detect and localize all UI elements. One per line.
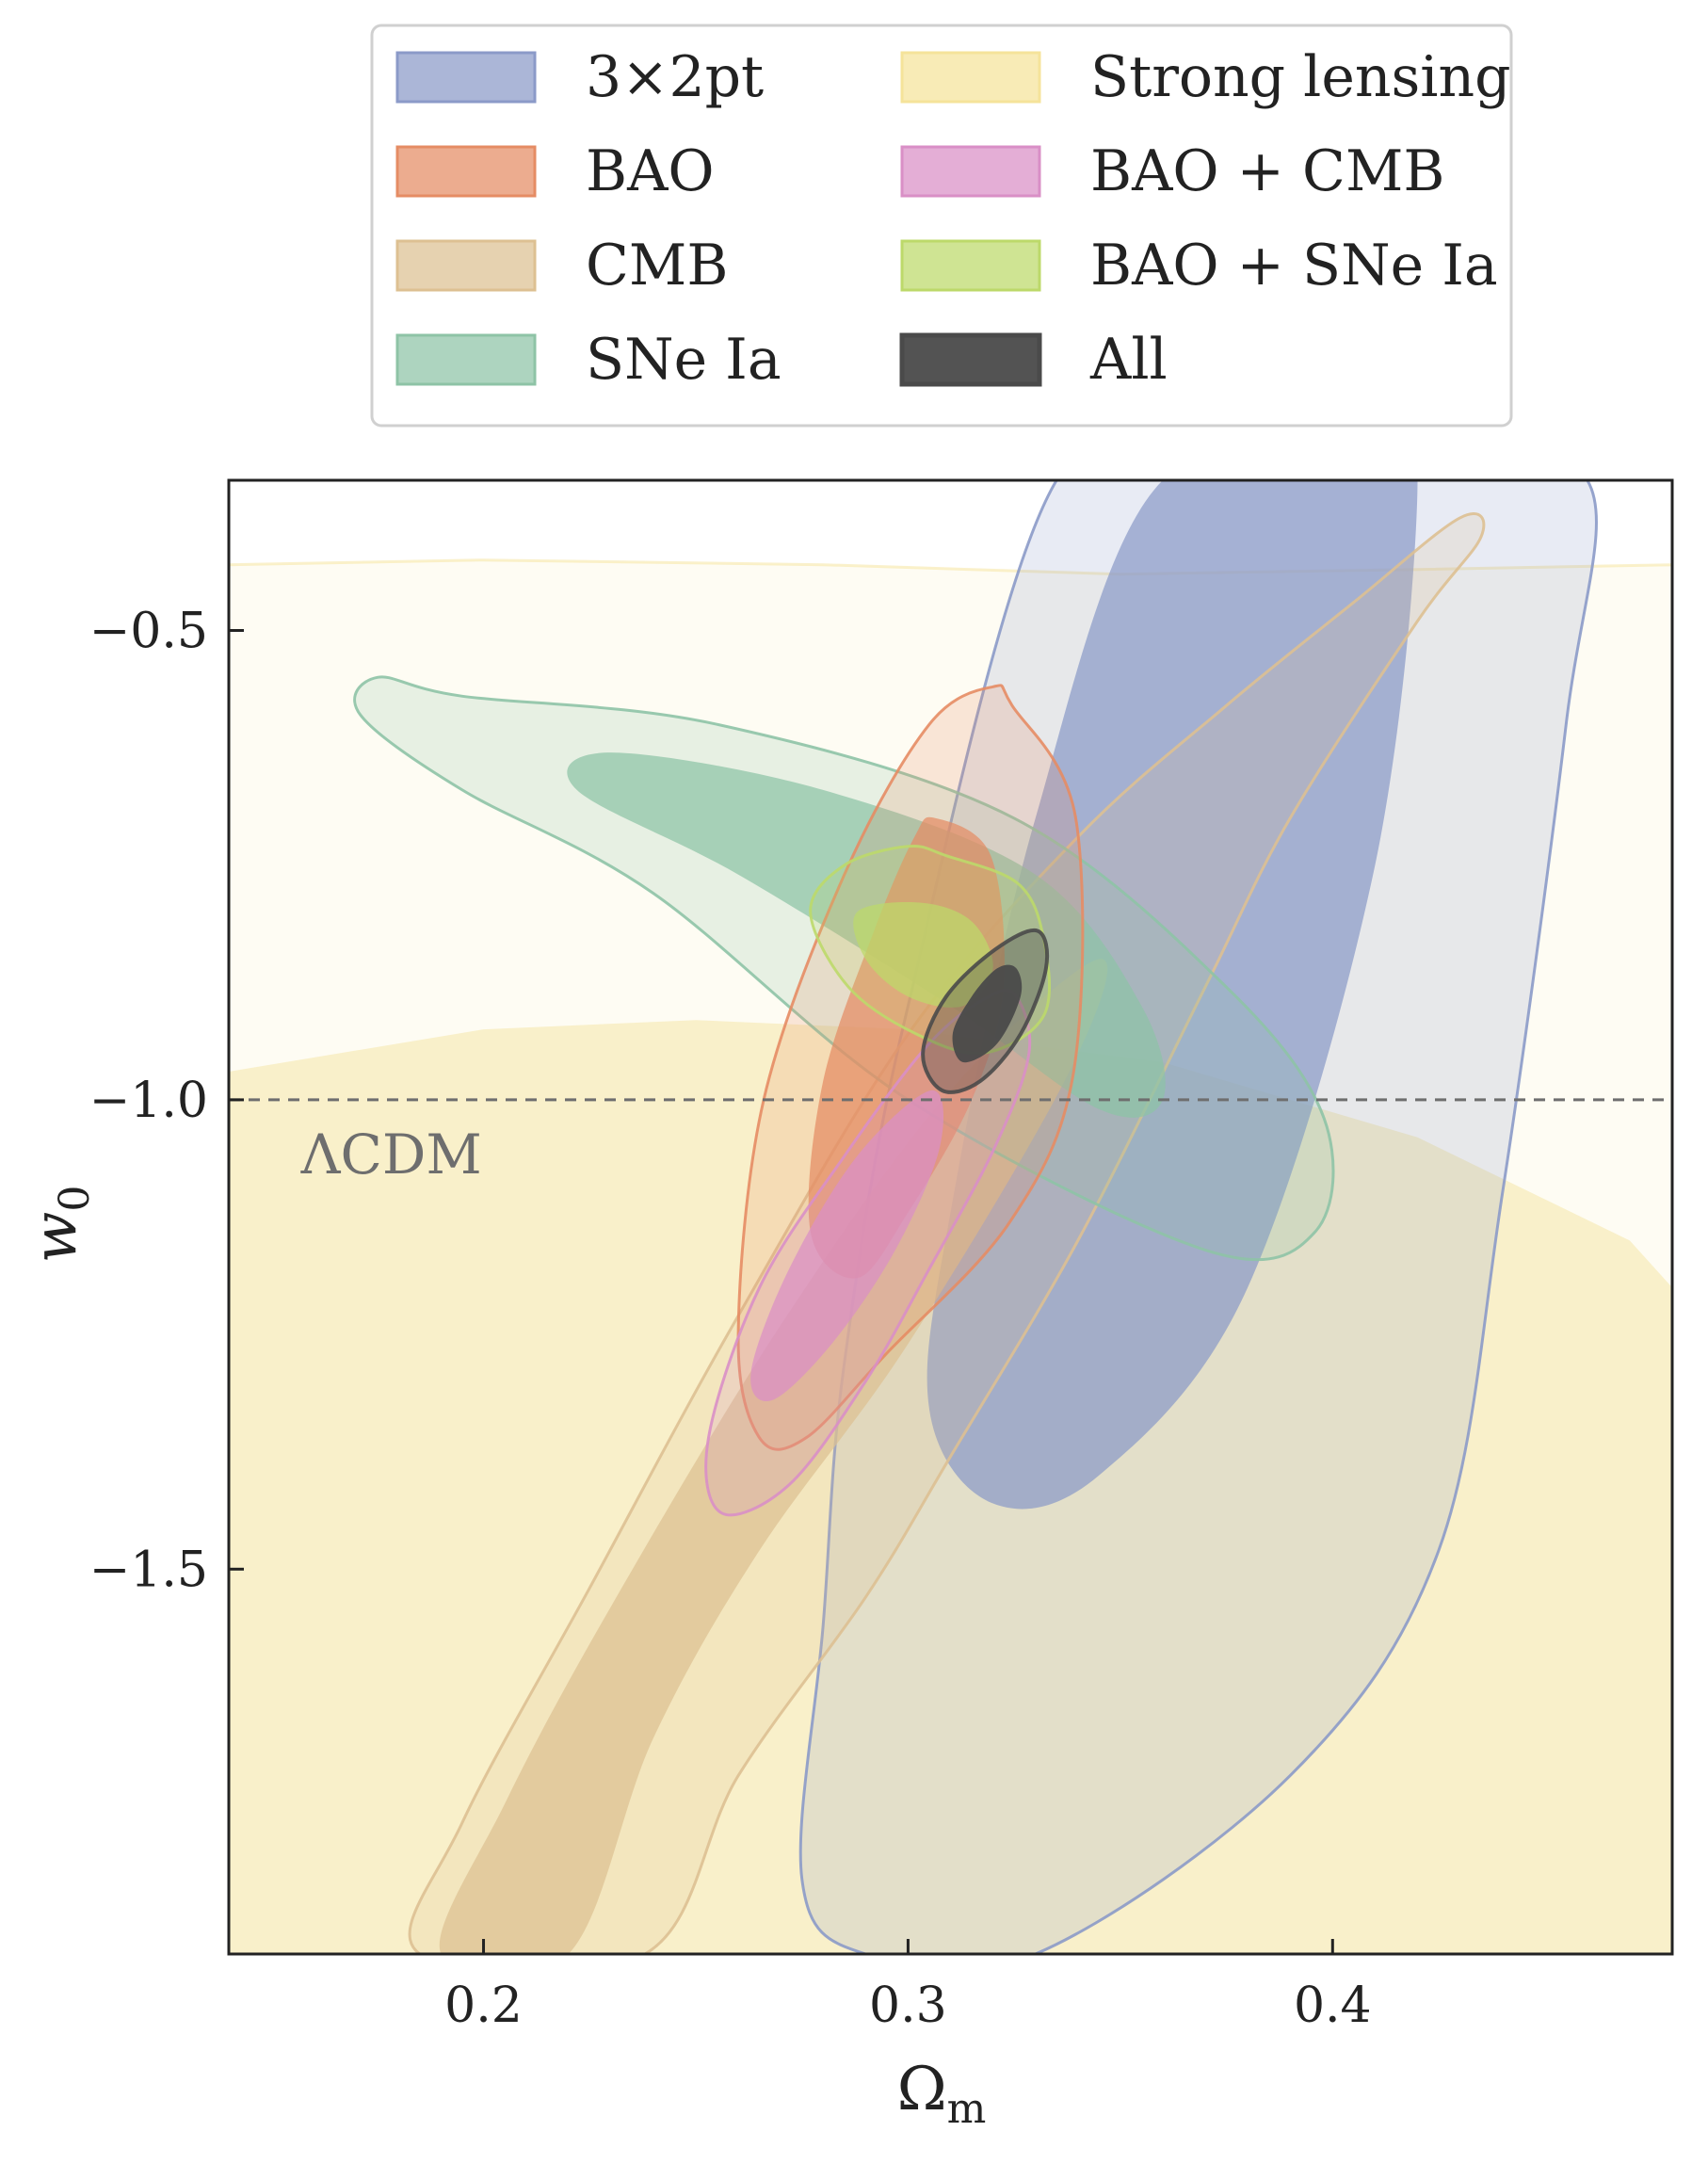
- legend-label-all: All: [1089, 327, 1168, 393]
- legend-swatch-sne-ia: [395, 333, 537, 386]
- contour-sne-ia-outer: [353, 675, 1335, 1262]
- y-tick-label: −1.0: [89, 1073, 208, 1129]
- legend-label-sne-ia: SNe Ia: [586, 327, 781, 393]
- y-axis-label: w0: [21, 1186, 99, 1264]
- contour-layer: [229, 480, 1672, 1954]
- legend-swatch-strong-lensing: [900, 51, 1041, 104]
- series-bao-plus-cmb: [704, 988, 1032, 1517]
- x-tick-label: 0.4: [1294, 1978, 1372, 2034]
- contour-all-inner: [952, 964, 1023, 1063]
- x-tick-label: 0.2: [444, 1978, 523, 2034]
- series-cmb: [408, 512, 1486, 1954]
- y-tick-label: −0.5: [89, 603, 208, 659]
- legend-box: [370, 24, 1513, 428]
- legend-swatch-3x2pt: [395, 51, 537, 104]
- legend-swatch-bao-plus-cmb: [900, 145, 1041, 198]
- x-tick-label: 0.3: [869, 1978, 947, 2034]
- legend-label-bao-plus-cmb: BAO + CMB: [1090, 138, 1444, 204]
- legend-swatch-cmb: [395, 239, 537, 292]
- lcdm-annotation: ΛCDM: [300, 1122, 482, 1187]
- series-all: [921, 928, 1050, 1094]
- legend-swatch-bao-plus-sne-ia: [900, 239, 1041, 292]
- legend: 3×2pt BAO CMB SNe Ia Strong lensing BAO + CMB…: [370, 24, 1513, 428]
- reference-line-layer: ΛCDM: [229, 1098, 1672, 1187]
- contour-bao-plus-cmb-inner: [750, 1090, 944, 1402]
- legend-swatch-all: [899, 332, 1042, 387]
- axes: 0.2 0.3 0.4 −0.5 −1.0 −1.5 Ωm w0: [21, 603, 1372, 2133]
- legend-label-bao: BAO: [586, 138, 715, 204]
- contour-3x2pt-inner: [927, 480, 1418, 1510]
- legend-label-3x2pt: 3×2pt: [586, 44, 764, 110]
- y-tick-label: −1.5: [89, 1542, 208, 1598]
- plot-frame: [227, 478, 1674, 1956]
- legend-label-cmb: CMB: [586, 233, 728, 299]
- legend-label-bao-plus-sne-ia: BAO + SNe Ia: [1090, 233, 1498, 299]
- x-axis-label: Ωm: [897, 2055, 987, 2133]
- legend-label-strong-lensing: Strong lensing: [1090, 44, 1511, 110]
- contour-cmb-inner: [439, 959, 1108, 1954]
- legend-swatch-bao: [395, 145, 537, 198]
